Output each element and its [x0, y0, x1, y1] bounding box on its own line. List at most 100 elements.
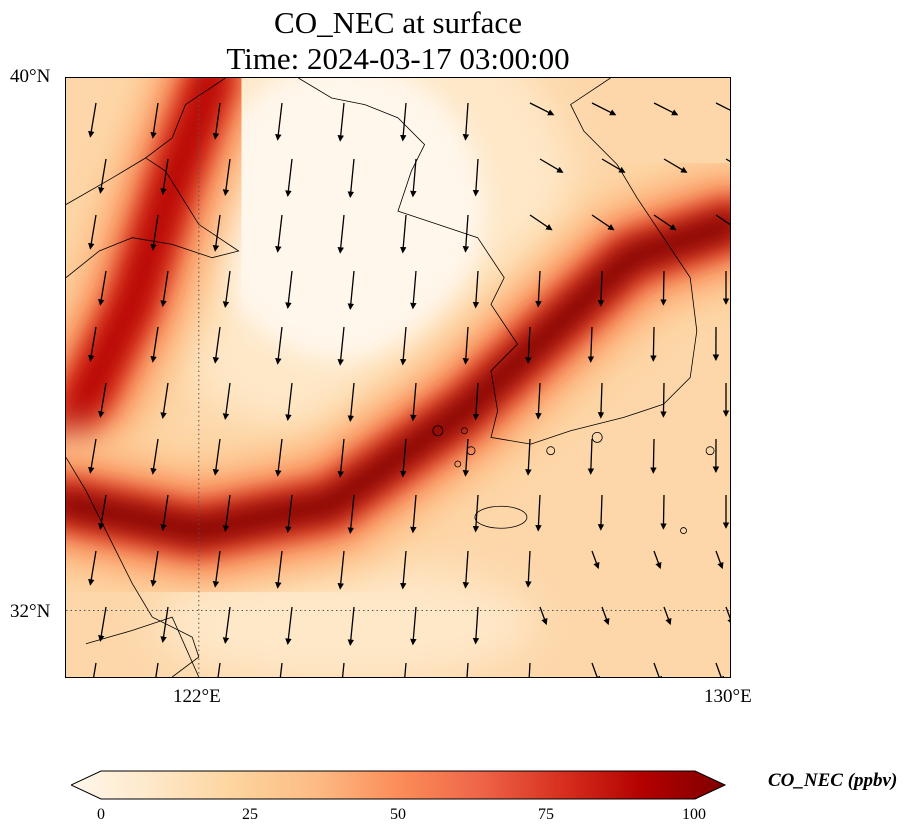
- wind-arrow: [88, 102, 97, 138]
- wind-arrow: [285, 270, 293, 309]
- wind-arrow: [212, 550, 221, 588]
- colorbar-tick-0: 0: [97, 806, 105, 823]
- wind-arrow: [88, 550, 97, 586]
- wind-arrow: [404, 662, 407, 677]
- wind-arrow: [222, 382, 231, 420]
- wind-arrow: [88, 214, 97, 250]
- wind-arrow: [472, 382, 480, 421]
- wind-arrow: [160, 494, 169, 531]
- wind-arrow: [212, 438, 221, 476]
- wind-arrow: [160, 606, 169, 643]
- wind-arrow: [535, 494, 542, 532]
- wind-arrow: [715, 662, 725, 677]
- wind-arrow: [275, 326, 283, 365]
- wind-arrow: [591, 102, 617, 116]
- wind-arrow: [212, 326, 221, 364]
- wind-arrow: [285, 494, 293, 533]
- wind-arrow: [462, 438, 470, 477]
- wind-arrow: [347, 606, 355, 646]
- map-time-subtitle: Time: 2024-03-17 03:00:00: [226, 41, 570, 76]
- island-6: [680, 527, 687, 534]
- wind-arrow: [150, 326, 159, 363]
- wind-arrow: [715, 550, 724, 570]
- wind-arrow: [150, 438, 159, 475]
- wind-arrow: [410, 158, 417, 198]
- wind-arrow: [98, 494, 107, 530]
- colorbar-tick-100: 100: [682, 806, 706, 823]
- wind-arrow: [222, 158, 231, 196]
- island-3: [460, 427, 468, 435]
- wind-arrow: [400, 326, 407, 366]
- wind-arrow: [663, 606, 672, 626]
- wind-arrow: [279, 662, 283, 677]
- wind-arrow: [337, 214, 345, 254]
- wind-arrow: [150, 214, 159, 251]
- wind-arrow: [400, 438, 407, 478]
- wind-arrow: [341, 662, 345, 677]
- wind-arrow: [653, 102, 679, 116]
- wind-arrow: [337, 438, 345, 478]
- wind-arrow: [597, 270, 605, 307]
- wind-arrow: [650, 326, 657, 362]
- wind-arrow: [715, 214, 730, 226]
- wind-arrow: [587, 326, 595, 363]
- wind-arrow: [347, 494, 355, 534]
- wind-arrow: [222, 270, 231, 308]
- wind-arrow: [410, 382, 417, 422]
- wind-arrow: [472, 158, 480, 197]
- colorbar: [71, 770, 726, 800]
- wind-arrow: [275, 214, 283, 253]
- wind-arrow: [98, 270, 107, 306]
- island-2: [432, 425, 444, 437]
- wind-arrow: [410, 270, 417, 310]
- wind-arrow: [222, 606, 231, 644]
- wind-arrow: [160, 382, 169, 419]
- lat-label-32n: 32°N: [10, 601, 51, 622]
- wind-arrow: [529, 214, 553, 231]
- wind-arrow: [347, 270, 355, 310]
- gridlines: [66, 78, 730, 677]
- wind-arrow: [285, 382, 293, 421]
- wind-arrow: [155, 662, 159, 677]
- jeju-island: [474, 505, 528, 529]
- wind-arrow: [601, 606, 610, 626]
- wind-arrow: [212, 102, 221, 140]
- wind-arrow: [400, 102, 407, 142]
- wind-arrow: [337, 550, 345, 590]
- wind-arrow: [275, 102, 283, 141]
- wind-arrow: [660, 382, 667, 418]
- wind-arrow: [601, 158, 626, 173]
- wind-arrow: [660, 494, 667, 530]
- wind-arrow: [725, 606, 730, 626]
- wind-arrow: [462, 326, 470, 365]
- map-canvas: [66, 78, 730, 677]
- colorbar-label: CO_NEC (ppbv): [768, 770, 898, 791]
- wind-arrow: [715, 102, 730, 111]
- colorbar-tick-50: 50: [390, 806, 406, 823]
- wind-arrow: [88, 438, 97, 474]
- colorbar-tick-25: 25: [242, 806, 258, 823]
- southern-band-layer-3: [66, 211, 730, 544]
- wind-arrow: [535, 382, 542, 420]
- coast-yangtze-north: [85, 616, 200, 677]
- wind-arrow: [217, 662, 221, 677]
- wind-arrow: [150, 102, 159, 139]
- wind-arrow: [285, 606, 293, 645]
- wind-arrow: [472, 606, 480, 645]
- wind-arrow: [98, 158, 107, 194]
- wind-arrow: [653, 550, 662, 570]
- wind-arrow: [528, 662, 531, 677]
- wind-arrow: [535, 270, 542, 308]
- lon-label-130e: 130°E: [704, 686, 752, 707]
- wind-arrow: [660, 270, 667, 306]
- coast-liaoning-east: [298, 78, 698, 445]
- wind-vectors: [88, 102, 730, 677]
- wind-arrow: [275, 550, 283, 589]
- colorbar-tick-75: 75: [538, 806, 554, 823]
- wind-arrow: [92, 662, 97, 677]
- map-title: CO_NEC at surface: [274, 5, 522, 40]
- wind-arrow: [591, 662, 601, 677]
- wind-arrow: [587, 438, 595, 475]
- wind-arrow: [410, 606, 417, 646]
- island-7: [705, 446, 715, 456]
